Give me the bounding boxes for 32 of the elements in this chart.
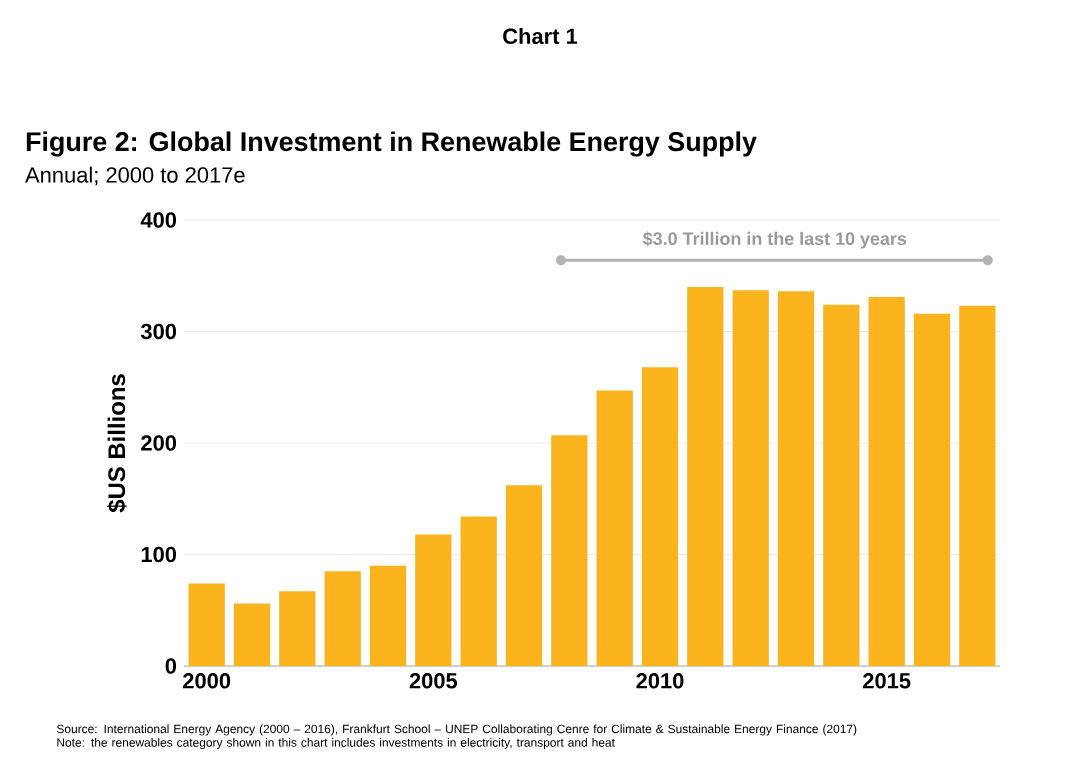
y-tick-label: 0: [165, 658, 177, 674]
caption: Chart 1: [503, 27, 578, 45]
x-tick-label: 2005: [409, 673, 458, 689]
bar: [687, 286, 724, 666]
bar: [324, 571, 361, 666]
bar: [188, 583, 225, 666]
bar: [732, 290, 769, 666]
bar: [868, 296, 905, 666]
y-axis-title: $US Billions: [107, 374, 127, 513]
chart-subtitle: Annual; 2000 to 2017e: [25, 166, 245, 186]
annotation: $3.0 Trillion in the last 10 years: [642, 231, 907, 249]
bar: [415, 534, 452, 666]
y-tick-label: 300: [140, 323, 177, 340]
bar: [641, 367, 679, 666]
bar: [913, 313, 951, 666]
bar: [233, 603, 271, 666]
y-tick-label: 200: [141, 435, 177, 451]
bar: [959, 305, 996, 666]
bar: [823, 304, 860, 666]
bar: [369, 565, 407, 666]
chart-title: Figure 2: Global Investment in Renewable Energy Supply: [26, 131, 757, 157]
bar: [505, 485, 543, 666]
bar: [279, 591, 316, 666]
x-tick-label: 2010: [636, 673, 684, 689]
y-tick-label: 100: [141, 546, 177, 563]
x-tick-label: 2000: [183, 673, 231, 689]
x-tick-label: 2015: [863, 673, 911, 689]
bar: [777, 291, 815, 666]
bar: [460, 516, 497, 666]
bar: [596, 390, 633, 666]
bar: [551, 435, 588, 666]
y-tick-label: 400: [140, 212, 177, 228]
